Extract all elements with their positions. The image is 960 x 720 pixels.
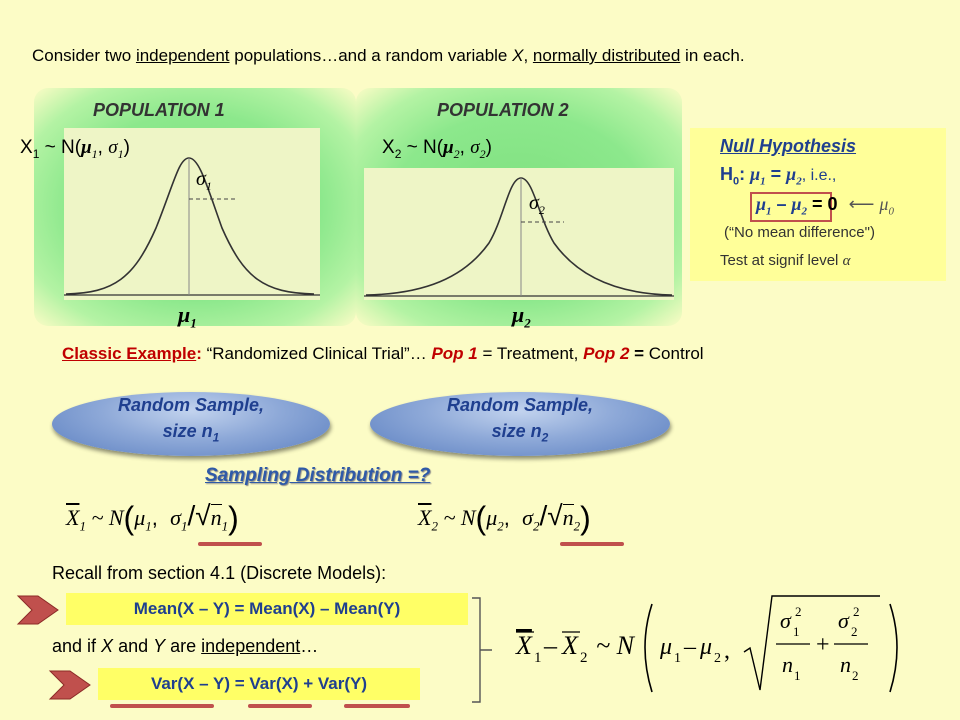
svg-text:+: + — [816, 632, 830, 658]
random-sample-1-ellipse: Random Sample, size n1 — [52, 392, 330, 456]
svg-text:1: 1 — [534, 650, 542, 666]
svg-text:2: 2 — [795, 604, 802, 619]
population-1-equation: X1 ~ N(μ1, σ1) — [20, 137, 130, 161]
svg-text:2: 2 — [714, 651, 721, 666]
bell-curve-2 — [365, 177, 673, 296]
random-sample-2-line1: Random Sample, — [446, 395, 594, 415]
bracket-icon — [472, 597, 492, 703]
final-formula: X 1 – X 2 ~ N μ 1 – μ 2 , σ 1 2 n 1 + σ … — [515, 595, 898, 693]
sigma-1-label: σ1 — [196, 168, 212, 193]
svg-text:–: – — [683, 634, 697, 660]
population-1-plot — [64, 128, 320, 300]
population-1-title: POPULATION 1 — [93, 100, 225, 120]
recall-text: Recall from section 4.1 (Discrete Models… — [52, 563, 387, 583]
significance-level: Test at signif level α — [720, 252, 851, 269]
random-sample-2-line2: size n2 — [491, 421, 549, 445]
null-hypothesis-h0: H0: μ1 = μ2, i.e., — [720, 164, 837, 188]
svg-text:~ N: ~ N — [596, 631, 636, 660]
null-hypothesis-diff: μ1 – μ2 = 0 ⟵ μ0 — [756, 194, 894, 218]
population-2-plot — [364, 168, 674, 300]
and-if-text: and if X and Y are independent… — [52, 636, 319, 656]
random-sample-1-line2: size n1 — [162, 421, 220, 445]
underline-var-3 — [344, 704, 410, 708]
svg-text:2: 2 — [580, 650, 588, 666]
underline-var-2 — [248, 704, 312, 708]
svg-text:X: X — [515, 631, 533, 660]
sigma-2-label: σ2 — [529, 192, 545, 217]
underline-var-1 — [110, 704, 214, 708]
underline-mark-1 — [198, 542, 262, 546]
null-hypothesis-title: Null Hypothesis — [720, 136, 857, 156]
random-sample-1-line1: Random Sample, — [117, 395, 265, 415]
null-hypothesis-box: Null Hypothesis H0: μ1 = μ2, i.e., μ1 – … — [690, 128, 946, 281]
classic-example: Classic Example: “Randomized Clinical Tr… — [62, 344, 704, 363]
null-difference-box — [750, 192, 832, 222]
svg-text:2: 2 — [851, 624, 858, 639]
sampling-distribution-heading: Sampling Distribution =? — [205, 465, 431, 486]
mu-1-label: μ1 — [178, 302, 197, 331]
random-sample-2-ellipse: Random Sample, size n2 — [370, 392, 670, 456]
svg-text:X: X — [561, 631, 579, 660]
svg-text:2: 2 — [852, 668, 859, 683]
svg-text:μ: μ — [699, 634, 712, 660]
mu-2-label: μ2 — [512, 302, 531, 331]
svg-text:1: 1 — [793, 624, 800, 639]
svg-text:n: n — [840, 652, 851, 677]
svg-text:–: – — [543, 631, 558, 660]
null-hypothesis-note: (“No mean difference") — [724, 224, 875, 241]
bell-curve-1 — [65, 157, 315, 295]
population-2-curve — [364, 177, 674, 297]
arrow-icon-2 — [48, 670, 91, 700]
population-2-title: POPULATION 2 — [437, 100, 569, 120]
arrow-icon-1 — [16, 595, 59, 625]
svg-text:n: n — [782, 652, 793, 677]
svg-text:2: 2 — [853, 604, 860, 619]
svg-text:σ: σ — [780, 608, 792, 633]
formula-sample-mean-1: X1 ~ N(μ1, σ1/√n1) — [66, 500, 239, 536]
svg-text:,: , — [724, 638, 730, 664]
svg-text:1: 1 — [794, 668, 801, 683]
intro-text: Consider two independent populations…and… — [32, 46, 745, 65]
formula-sample-mean-2: X2 ~ N(μ2, σ2/√n2) — [418, 500, 591, 536]
svg-text:1: 1 — [674, 651, 681, 666]
population-2-equation: X2 ~ N(μ2, σ2) — [382, 137, 492, 161]
mean-rule-box: Mean(X – Y) = Mean(X) – Mean(Y) — [66, 593, 468, 625]
svg-text:σ: σ — [838, 608, 850, 633]
population-1-curve — [64, 157, 320, 296]
underline-mark-2 — [560, 542, 624, 546]
var-rule-box: Var(X – Y) = Var(X) + Var(Y) — [98, 668, 420, 700]
svg-text:μ: μ — [659, 634, 672, 660]
